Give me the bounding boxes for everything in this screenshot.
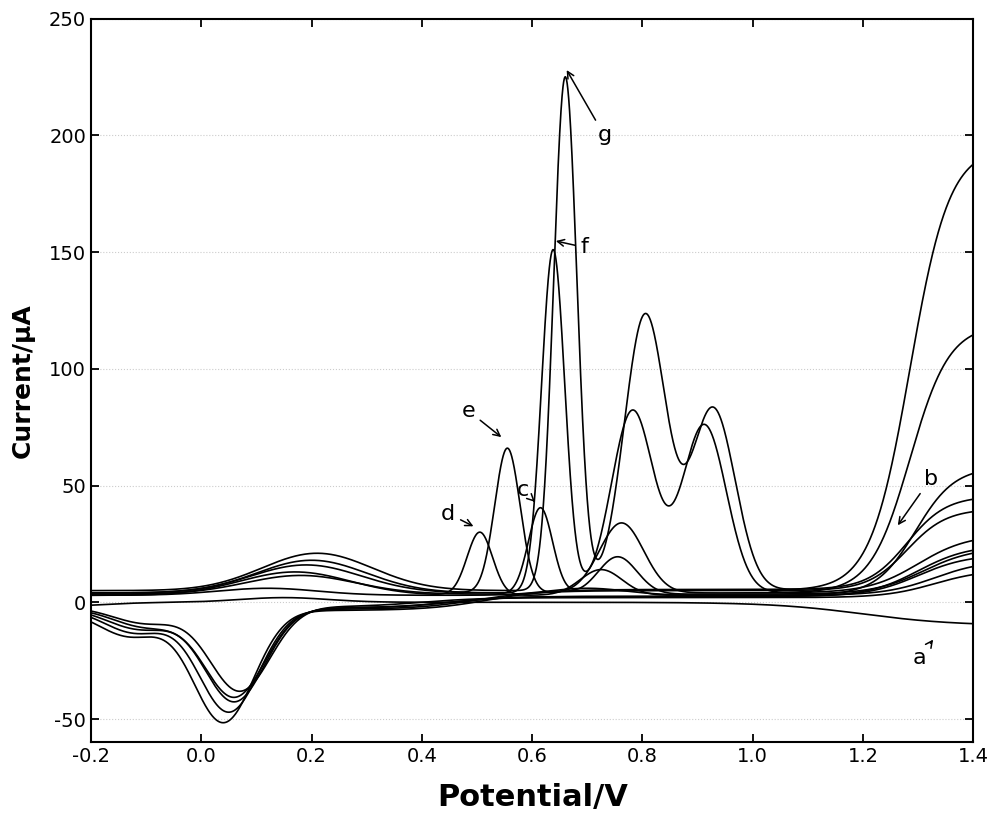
Text: d: d	[441, 504, 472, 526]
Text: e: e	[462, 401, 500, 436]
Y-axis label: Current/μA: Current/μA	[11, 303, 35, 458]
Text: c: c	[517, 480, 534, 501]
Text: f: f	[558, 237, 589, 258]
Text: a: a	[913, 641, 932, 668]
Text: g: g	[568, 72, 611, 146]
X-axis label: Potential/V: Potential/V	[437, 783, 628, 811]
Text: b: b	[899, 468, 938, 524]
